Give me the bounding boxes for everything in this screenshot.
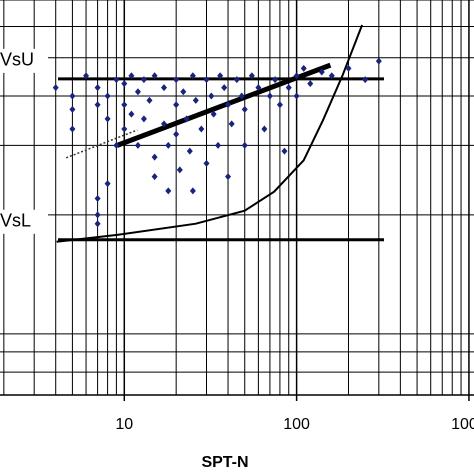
x-tick-label: 1000 [451, 416, 474, 433]
point [165, 141, 172, 149]
point [238, 92, 245, 100]
point [221, 84, 228, 92]
x-tick-label: 10 [115, 416, 133, 433]
point [69, 105, 76, 113]
point [276, 101, 283, 109]
reference-label: VsL [0, 211, 31, 231]
point [104, 115, 111, 123]
point [151, 72, 158, 80]
point [94, 211, 101, 219]
point [362, 76, 369, 84]
point [113, 76, 120, 84]
point [161, 84, 168, 92]
point [272, 76, 279, 84]
point [217, 72, 224, 80]
point [345, 64, 352, 72]
point [52, 84, 59, 92]
point [248, 72, 255, 80]
point [208, 92, 215, 100]
point [186, 147, 193, 155]
point [69, 125, 76, 133]
point [104, 92, 111, 100]
point [293, 92, 300, 100]
curve [65, 129, 138, 159]
point [121, 101, 128, 109]
point [94, 84, 101, 92]
point [94, 101, 101, 109]
point [104, 180, 111, 188]
point [261, 125, 268, 133]
x-axis-label: SPT-N [201, 454, 248, 471]
point [192, 96, 199, 104]
point [241, 141, 248, 149]
x-tick-label: 100 [283, 416, 310, 433]
reference-label: VsU [0, 50, 34, 70]
point [83, 72, 90, 80]
point [161, 120, 168, 128]
point [266, 92, 273, 100]
point [183, 115, 190, 123]
point [307, 80, 314, 88]
point [198, 125, 205, 133]
point [94, 195, 101, 203]
point [134, 88, 141, 96]
point [180, 88, 187, 96]
point [189, 187, 196, 195]
point [328, 72, 335, 80]
point [173, 130, 180, 138]
point [121, 125, 128, 133]
point [215, 141, 222, 149]
point [128, 110, 135, 118]
point [241, 105, 248, 113]
point [225, 173, 232, 181]
point [113, 141, 120, 149]
point [300, 64, 307, 72]
point [210, 110, 217, 118]
point [128, 72, 135, 80]
point [151, 173, 158, 181]
label-bg [0, 48, 48, 73]
curve [56, 24, 364, 243]
point [165, 187, 172, 195]
point [375, 57, 382, 65]
point [203, 159, 210, 167]
point [228, 120, 235, 128]
point [69, 92, 76, 100]
curve [116, 62, 332, 148]
point [318, 68, 325, 76]
label-bg [0, 209, 48, 234]
point [146, 96, 153, 104]
point [173, 76, 180, 84]
point [233, 76, 240, 84]
point [255, 84, 262, 92]
point [225, 101, 232, 109]
point [134, 141, 141, 149]
point [281, 147, 288, 155]
point [151, 153, 158, 161]
point [140, 115, 147, 123]
point [94, 220, 101, 228]
point [121, 80, 128, 88]
point [203, 76, 210, 84]
point [140, 76, 147, 84]
point [176, 166, 183, 174]
point [293, 72, 300, 80]
point [285, 84, 292, 92]
point [173, 101, 180, 109]
point [189, 72, 196, 80]
